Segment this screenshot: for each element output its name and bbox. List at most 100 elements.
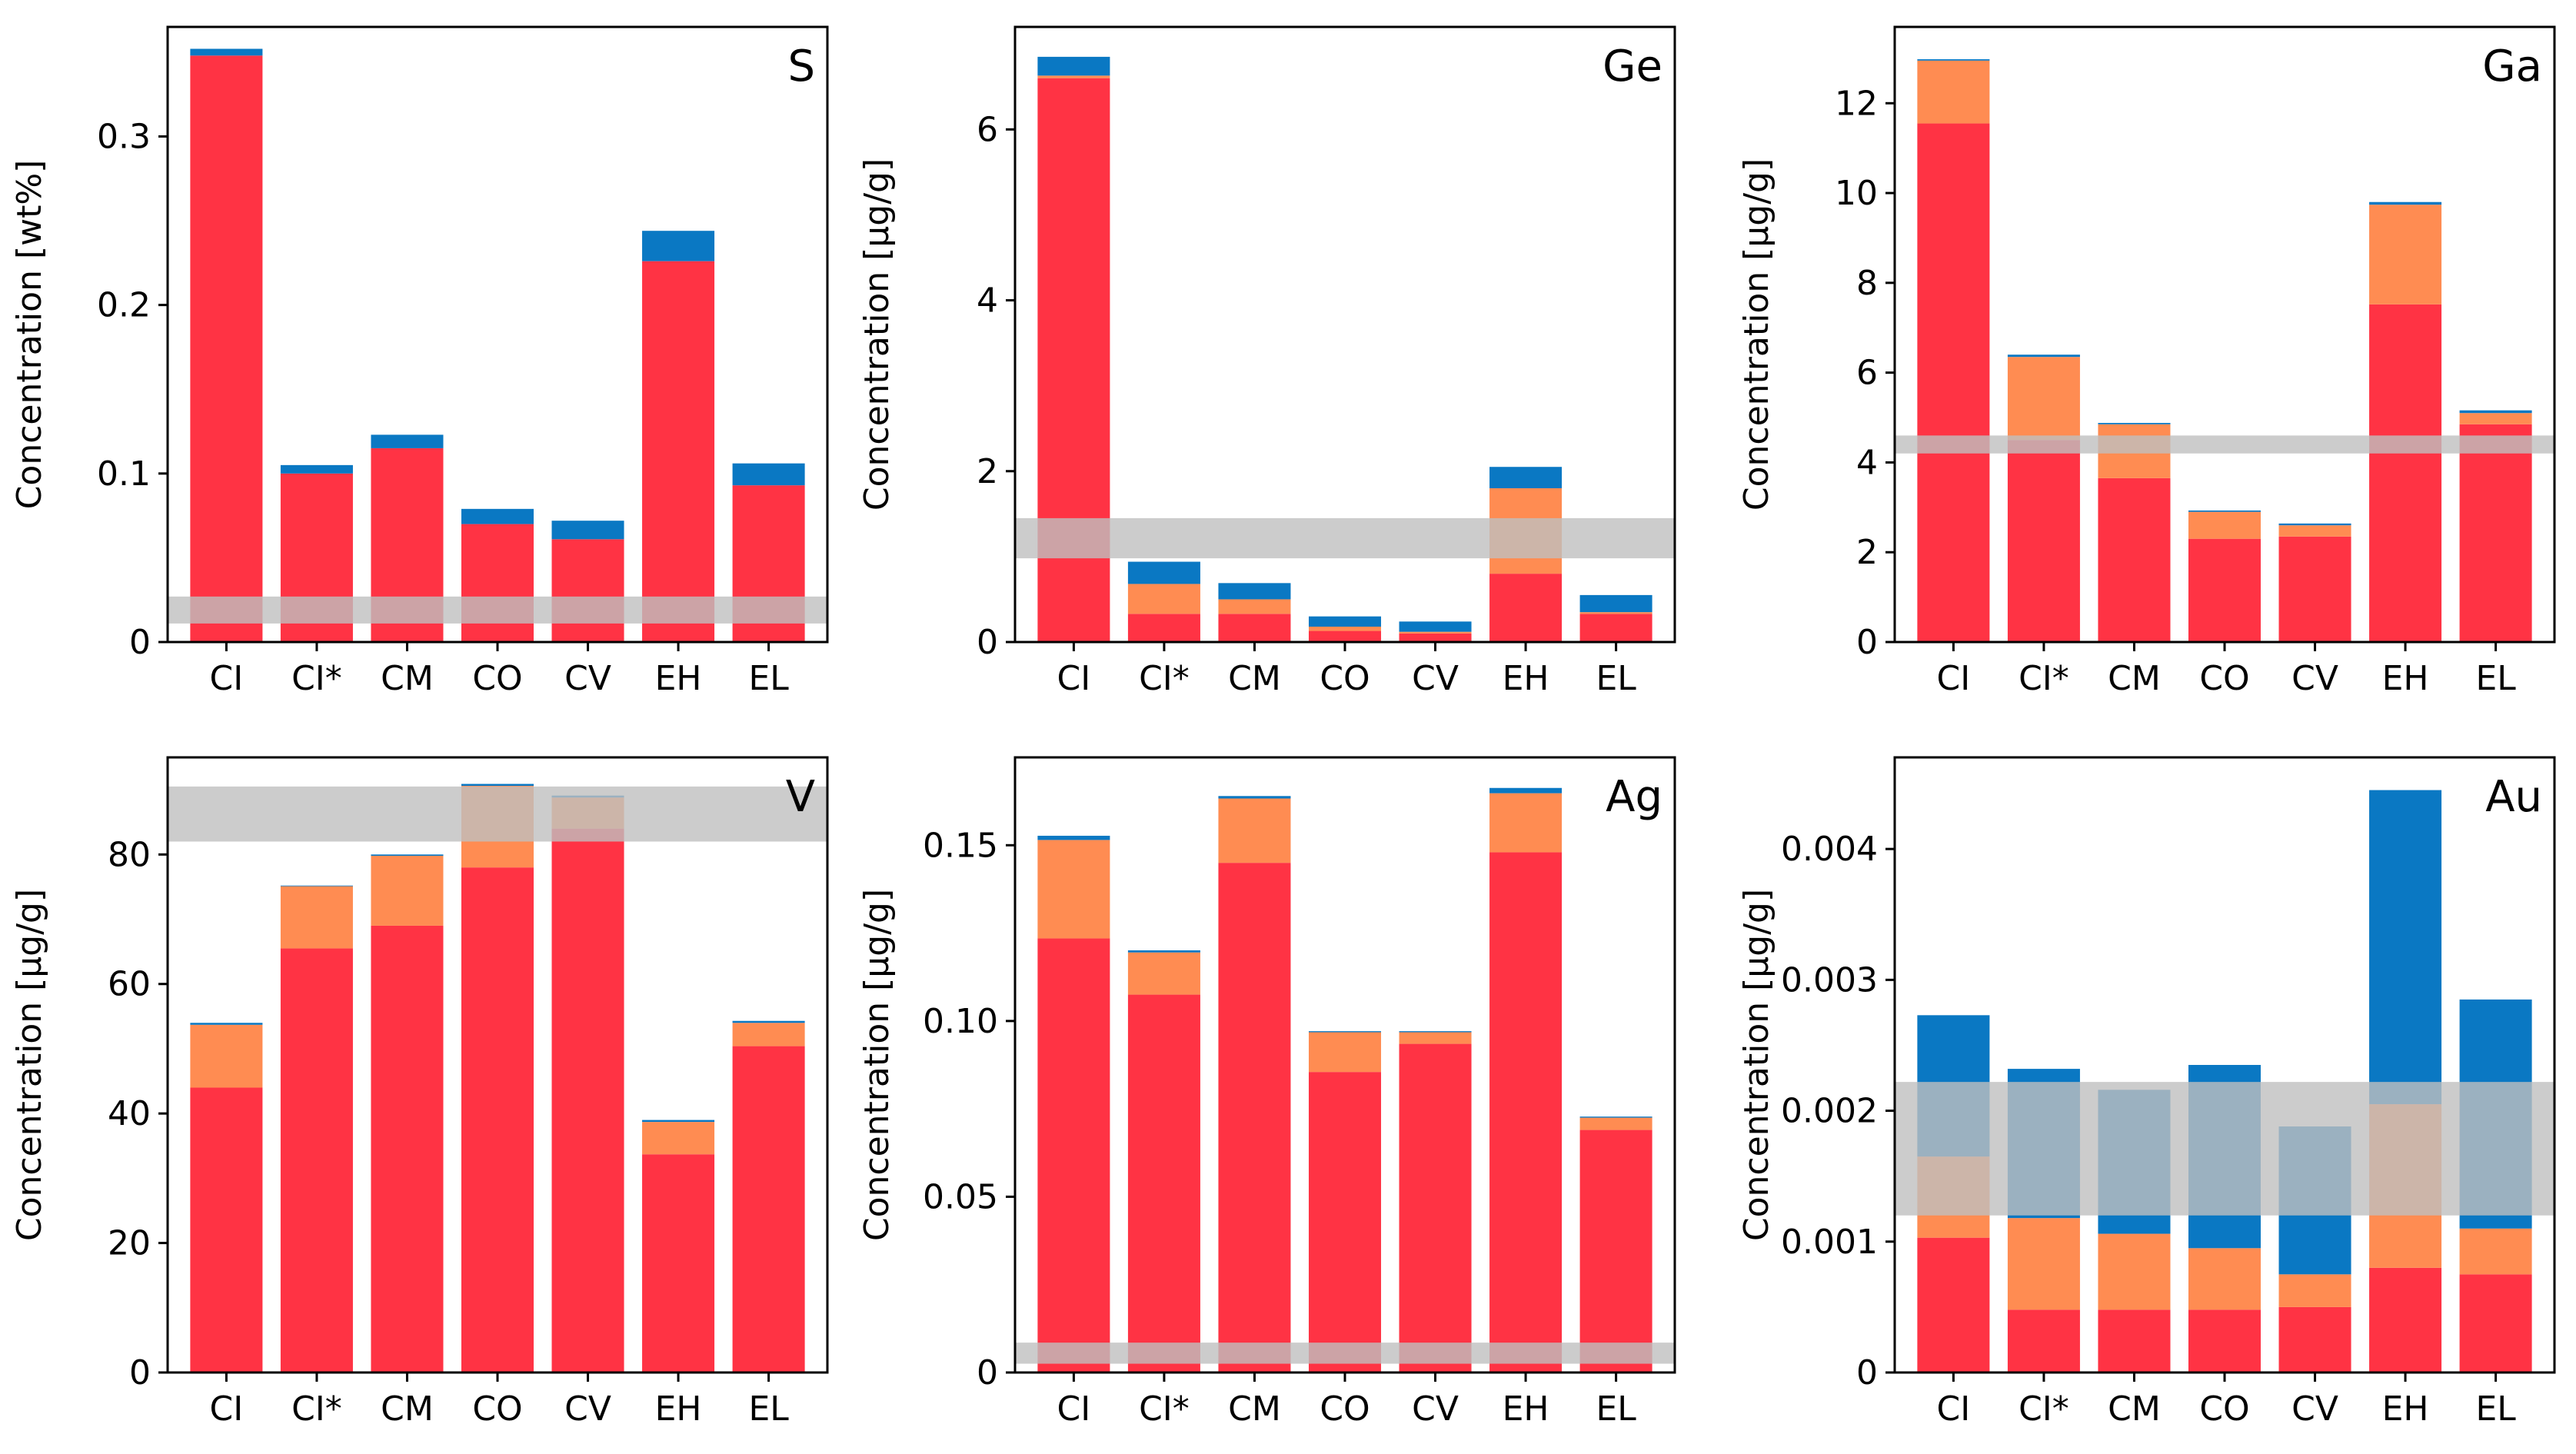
reference-band [1015,517,1675,559]
bar-bottom-cv [551,828,624,1372]
ytick-label: 0.002 [1781,1092,1878,1131]
xtick-label: CI [1937,659,1971,698]
bar-bottom-ci [1917,1237,1990,1372]
bar-top-ci [1917,59,1990,61]
bar-middle-cm [1218,798,1291,863]
xtick-label: CM [2108,1389,2161,1429]
bar-bottom-el [732,1046,805,1372]
panel-title: S [787,42,815,91]
xtick-label: CO [2199,659,2249,698]
xtick-label: CV [564,1389,611,1429]
ytick-label: 0 [977,1353,998,1392]
bar-middle-cm [371,856,444,926]
bar-bottom-cistar [1127,614,1200,642]
bar-bottom-ci [1037,938,1110,1372]
bar-middle-cv [2278,1274,2351,1307]
bar-top-co [461,784,534,787]
bar-bottom-eh [2369,304,2442,642]
reference-band [1015,1343,1675,1364]
bar-top-eh [1489,787,1563,794]
xtick-label: CO [1320,1389,1370,1429]
bar-top-el [732,463,805,486]
bar-bottom-ci [190,55,263,643]
bar-bottom-el [1579,1130,1652,1372]
xtick-label: CM [1228,1389,1281,1429]
ytick-label: 0.004 [1781,830,1878,869]
xtick-label: CV [1412,659,1459,698]
bar-top-cistar [1127,950,1200,953]
bar-middle-ci [1917,60,1990,124]
ytick-label: 2 [1856,533,1878,572]
panel-ge: 0 2 4 6 CI CI* CM CO CV EH EL Concentration [µg/g] G… [857,25,1676,698]
bar-top-cm [371,854,444,856]
xtick-label: CM [381,1389,434,1429]
bar-top-el [1579,594,1652,613]
bar-middle-cistar [1127,952,1200,995]
ytick-label: 0 [129,623,151,662]
bar-top-co [1308,1031,1382,1033]
xtick-label: EH [2382,1389,2429,1429]
bar-bottom-co [1308,1072,1382,1372]
bar-bottom-eh [1489,852,1563,1372]
bar-middle-cv [2278,525,2351,537]
bar-top-cv [1399,1031,1472,1033]
ytick-label: 40 [108,1094,151,1133]
xtick-label: CI* [2019,1389,2069,1429]
bar-bottom-co [2188,1309,2261,1372]
bar-bottom-co [461,524,534,642]
bar-bottom-cistar [2007,440,2080,642]
bar-bottom-cv [1399,1043,1472,1372]
bar-bottom-cistar [280,948,353,1372]
xtick-label: CO [1320,659,1370,698]
ytick-label: 0 [129,1353,151,1392]
bar-bottom-cv [2278,536,2351,642]
ytick-label: 0 [1856,1353,1878,1392]
bar-bottom-co [1308,631,1382,642]
bar-top-co [2188,510,2261,512]
bar-bottom-el [1579,614,1652,642]
ytick-label: 0 [1856,623,1878,662]
bar-top-ci [1037,56,1110,76]
bar-bottom-cm [2098,1309,2171,1372]
bar-middle-cv [1399,631,1472,634]
ytick-label: 8 [1856,264,1878,303]
bar-top-co [1308,616,1382,627]
reference-band [168,596,827,624]
bar-top-cv [551,521,624,540]
xtick-label: CI [210,659,244,698]
xtick-label: EL [1596,1389,1636,1429]
panel-au: 0 0.001 0.002 0.003 0.004 CI CI* CM CO CV EH EL Conc… [1737,756,2556,1429]
bar-top-eh [642,231,715,261]
bar-middle-co [2188,511,2261,539]
y-axis-label: Concentration [µg/g] [857,889,897,1241]
bar-bottom-el [2459,1274,2532,1372]
panel-title: Ge [1603,42,1662,91]
bar-top-eh [2369,201,2442,205]
bar-middle-co [1308,1032,1382,1073]
bar-middle-cm [2098,1233,2171,1310]
bar-middle-cv [1399,1032,1472,1044]
xtick-label: EH [655,1389,702,1429]
bar-bottom-cv [2278,1306,2351,1372]
bar-middle-eh [1489,793,1563,853]
panel-title: Ga [2482,42,2542,91]
bar-middle-cistar [280,886,353,949]
bar-top-eh [2369,790,2442,1105]
bar-top-el [2459,410,2532,414]
bar-top-cm [1218,583,1291,600]
xtick-label: CO [2199,1389,2249,1429]
ytick-label: 60 [108,965,151,1004]
bar-bottom-cm [1218,614,1291,642]
panel-title: V [786,772,815,822]
xtick-label: CI* [291,1389,342,1429]
bar-bottom-eh [642,261,715,642]
ytick-label: 0.2 [97,286,151,325]
bar-top-ci [190,48,263,56]
xtick-label: CI* [2019,659,2069,698]
bar-bottom-co [2188,538,2261,642]
xtick-label: CV [2291,1389,2338,1429]
bar-top-co [461,508,534,524]
bar-middle-ci [1037,75,1110,78]
bar-top-ci [190,1023,263,1025]
ytick-label: 4 [1856,443,1878,482]
